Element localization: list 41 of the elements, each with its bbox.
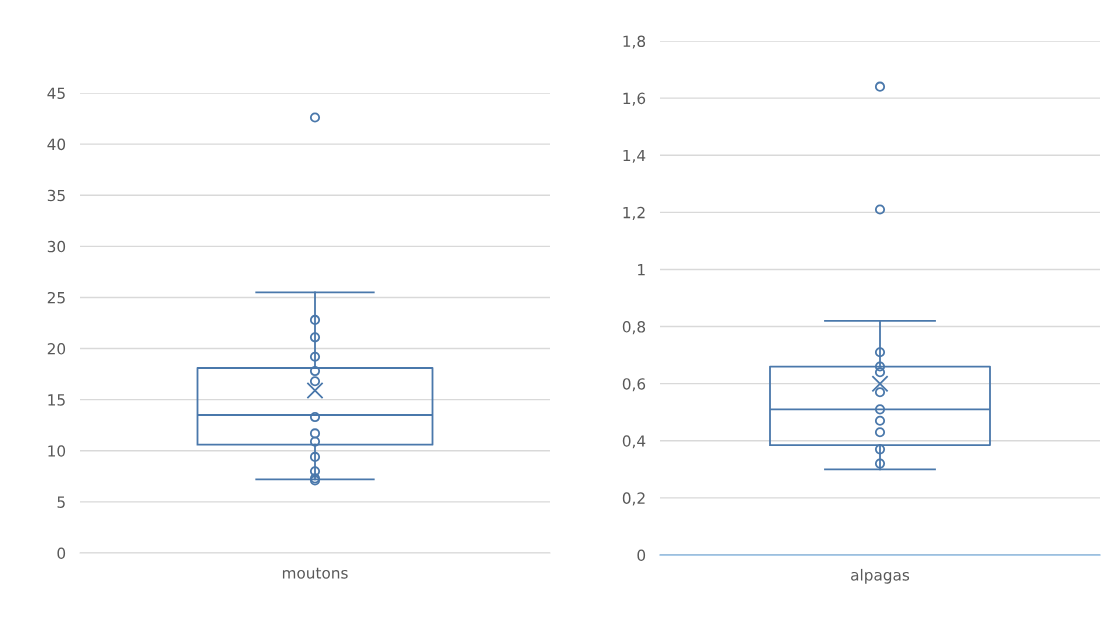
point (309, 428, 321, 439)
point (874, 458, 886, 469)
point (874, 415, 886, 426)
x-tick-label: moutons (282, 567, 348, 579)
y-tick-label: 35 (47, 189, 65, 202)
point (874, 361, 886, 372)
y-tick-label: 1,6 (623, 92, 646, 106)
y-tick-label: 40 (47, 138, 66, 151)
point (874, 427, 886, 438)
point (309, 466, 321, 477)
point (874, 367, 886, 378)
point (874, 444, 886, 455)
x-tick-label: alpagas (851, 568, 910, 584)
point (309, 314, 321, 326)
y-tick-label: 0 (637, 549, 646, 562)
y-tick-label: 0,6 (622, 378, 646, 392)
point (309, 376, 321, 387)
point (309, 332, 321, 343)
y-tick-label: 10 (48, 445, 66, 457)
y-tick-label: 0,2 (622, 492, 645, 506)
y-tick-label: 1,8 (623, 35, 646, 49)
y-tick-label: 20 (47, 343, 66, 355)
point (874, 387, 886, 398)
point (874, 404, 886, 415)
y-tick-label: 1,2 (623, 206, 645, 220)
y-tick-label: 0,4 (622, 435, 646, 449)
point (309, 365, 321, 377)
y-tick-label: 0 (57, 547, 66, 560)
y-tick-label: 45 (47, 87, 65, 100)
y-tick-label: 0,8 (622, 321, 646, 335)
point (874, 347, 886, 358)
y-tick-label: 30 (47, 240, 66, 253)
y-tick-label: 5 (57, 496, 65, 508)
y-tick-label: 15 (48, 394, 65, 406)
point (309, 351, 321, 362)
y-tick-label: 1,4 (623, 149, 646, 163)
y-tick-label: 25 (47, 291, 65, 304)
y-tick-label: 1 (638, 264, 645, 276)
point (309, 411, 321, 423)
point (309, 451, 321, 462)
point (309, 436, 321, 447)
